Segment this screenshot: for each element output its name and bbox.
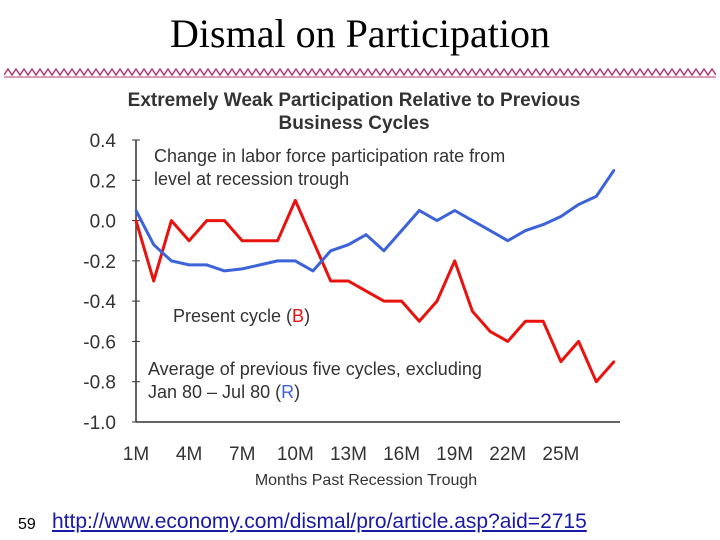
data-point	[170, 219, 173, 222]
y-tick-label: 0.0	[90, 212, 116, 233]
data-point	[223, 219, 226, 222]
data-point	[400, 299, 403, 303]
data-point	[311, 239, 315, 242]
data-point	[241, 239, 244, 242]
legend-present-cycle: Present cycle (B)	[173, 306, 310, 326]
legend-average-line2: Jan 80 – Jul 80 (R)	[148, 382, 300, 402]
data-point	[612, 169, 616, 172]
decorative-divider	[4, 68, 716, 78]
data-point	[435, 299, 439, 303]
y-axis-label-line2: level at recession trough	[154, 169, 349, 189]
data-point	[329, 279, 332, 283]
y-tick-label: -0.2	[83, 252, 116, 273]
data-point	[577, 340, 580, 343]
y-tick-label: -1.0	[83, 413, 116, 434]
data-point	[524, 229, 527, 232]
data-point	[311, 269, 315, 273]
legend-average-suffix: )	[294, 382, 300, 402]
x-tick-label: 1M	[123, 444, 149, 465]
legend-average-prefix: Jan 80 – Jul 80 (	[148, 382, 281, 402]
y-tick-label: 0.4	[90, 131, 117, 152]
chart-title-line1: Extremely Weak Participation Relative to…	[128, 90, 581, 111]
data-point	[205, 263, 209, 267]
data-point	[435, 219, 439, 222]
data-point	[205, 219, 209, 222]
legend-present-letter: B	[292, 306, 304, 326]
data-point	[258, 239, 262, 242]
slide-number: 59	[18, 516, 36, 533]
data-point	[559, 360, 563, 363]
data-point	[577, 203, 580, 206]
x-tick-label: 16M	[383, 444, 420, 465]
slide-title: Dismal on Participation	[170, 11, 550, 56]
data-point	[152, 243, 155, 246]
data-point	[276, 239, 279, 242]
data-point	[382, 249, 386, 252]
data-point	[418, 209, 421, 212]
data-point	[364, 233, 368, 236]
x-tick-label: 4M	[176, 444, 202, 465]
data-point	[382, 299, 386, 303]
data-point	[347, 279, 350, 283]
x-tick-label: 13M	[330, 444, 367, 465]
data-point	[524, 320, 527, 323]
data-point	[187, 263, 191, 267]
data-point	[134, 219, 138, 222]
series-lines	[134, 169, 616, 384]
data-point	[488, 229, 492, 232]
x-axis-ticks: 1M 4M 7M 10M 13M 16M 19M 22M 25M	[123, 444, 580, 465]
data-point	[453, 209, 456, 212]
participation-chart: Extremely Weak Participation Relative to…	[83, 90, 620, 489]
data-point	[241, 267, 244, 271]
data-point	[471, 219, 474, 222]
data-point	[488, 330, 492, 333]
y-axis-label-line1: Change in labor force participation rate…	[154, 146, 505, 166]
x-axis-label: Months Past Recession Trough	[255, 472, 477, 489]
legend-average-letter: R	[281, 382, 294, 402]
source-link[interactable]: http://www.economy.com/dismal/pro/articl…	[52, 510, 587, 533]
series-line-average-previous	[134, 169, 616, 273]
data-point	[400, 229, 403, 232]
data-point	[612, 360, 616, 363]
x-tick-label: 10M	[277, 444, 314, 465]
data-point	[276, 259, 279, 263]
legend-present-prefix: Present cycle (	[173, 306, 292, 326]
data-point	[541, 320, 545, 323]
data-point	[506, 340, 509, 343]
y-tick-label: 0.2	[90, 171, 116, 192]
y-tick-label: -0.8	[83, 373, 116, 394]
data-point	[595, 195, 598, 198]
data-point	[329, 249, 332, 252]
series-line-present-cycle	[134, 198, 616, 384]
data-point	[152, 279, 155, 283]
data-point	[453, 259, 456, 263]
chart-title-line2: Business Cycles	[278, 113, 429, 134]
data-point	[134, 209, 138, 212]
plot-frame	[135, 140, 620, 423]
x-tick-label: 19M	[436, 444, 473, 465]
y-tick-label: -0.4	[83, 292, 116, 313]
data-point	[170, 259, 173, 263]
data-point	[595, 380, 598, 383]
x-tick-label: 25M	[542, 444, 579, 465]
data-point	[258, 263, 262, 267]
data-point	[418, 320, 421, 323]
legend-present-suffix: )	[304, 306, 310, 326]
x-tick-label: 7M	[229, 444, 255, 465]
legend-average-line1: Average of previous five cycles, excludi…	[148, 359, 482, 379]
data-point	[294, 199, 297, 202]
data-point	[471, 310, 474, 313]
chart-panel: Extremely Weak Participation Relative to…	[78, 82, 630, 492]
data-point	[506, 239, 509, 242]
data-point	[541, 223, 545, 226]
y-tick-label: -0.6	[83, 332, 116, 353]
data-point	[364, 289, 368, 293]
data-point	[223, 269, 226, 273]
y-axis-ticks: 0.4 0.2 0.0 -0.2 -0.4 -0.6 -0.8 -1.0	[83, 131, 140, 434]
data-point	[559, 215, 563, 218]
x-tick-label: 22M	[489, 444, 526, 465]
data-point	[187, 239, 191, 242]
data-point	[294, 259, 297, 263]
data-point	[347, 243, 350, 246]
